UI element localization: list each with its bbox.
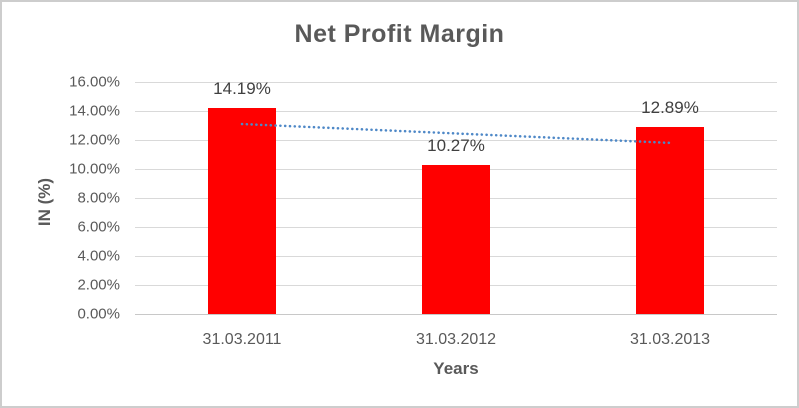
- y-tick-label: 8.00%: [77, 189, 120, 207]
- y-tick-label: 12.00%: [69, 131, 120, 149]
- x-axis-tick-labels: 31.03.2011 31.03.2012 31.03.2013: [135, 332, 777, 352]
- y-tick-label: 0.00%: [77, 305, 120, 323]
- data-label: 10.27%: [427, 136, 485, 156]
- x-axis-line: [135, 314, 777, 315]
- x-tick-label: 31.03.2012: [415, 331, 497, 348]
- y-tick-label: 16.00%: [69, 73, 120, 91]
- chart-title: Net Profit Margin: [294, 20, 505, 48]
- y-tick-label: 10.00%: [69, 160, 120, 178]
- y-tick-label: 4.00%: [77, 247, 120, 265]
- trendline: [240, 122, 672, 145]
- data-label: 12.89%: [641, 98, 699, 118]
- bar-31.03.2013: [636, 127, 704, 314]
- y-tick-label: 2.00%: [77, 276, 120, 294]
- gridline: [135, 140, 777, 141]
- x-axis-title: Years: [433, 359, 479, 378]
- bar-31.03.2012: [422, 165, 490, 314]
- gridline: [135, 111, 777, 112]
- x-tick-label: 31.03.2011: [202, 331, 282, 348]
- bar-31.03.2011: [208, 108, 276, 314]
- y-tick-label: 6.00%: [77, 218, 120, 236]
- gridline: [135, 82, 777, 83]
- y-tick-label: 14.00%: [69, 102, 120, 120]
- y-axis-tick-labels: 0.00% 2.00% 4.00% 6.00% 8.00% 10.00% 12.00% 14.…: [2, 75, 120, 322]
- plot-area: 14.19% 10.27% 12.89%: [135, 79, 777, 315]
- x-tick-label: 31.03.2013: [629, 331, 711, 348]
- data-label: 14.19%: [213, 79, 271, 99]
